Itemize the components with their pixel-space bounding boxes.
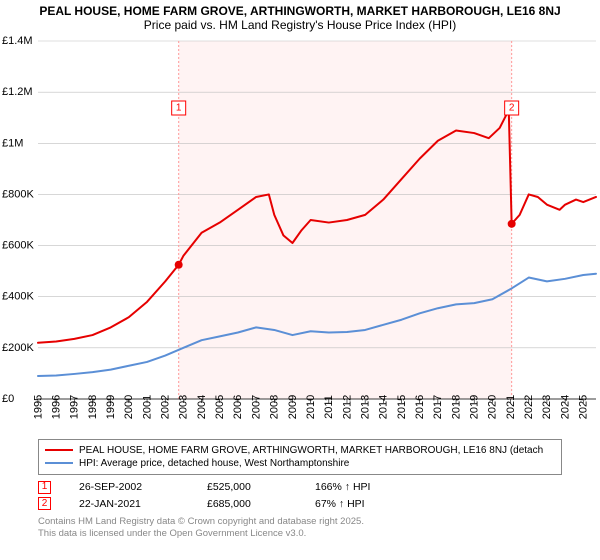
legend: PEAL HOUSE, HOME FARM GROVE, ARTHINGWORT… xyxy=(38,439,562,475)
svg-text:2018: 2018 xyxy=(450,395,462,419)
svg-text:1996: 1996 xyxy=(50,395,62,419)
svg-text:£1.2M: £1.2M xyxy=(2,86,33,98)
svg-text:1998: 1998 xyxy=(87,395,99,419)
legend-swatch-hpi xyxy=(45,462,73,464)
svg-text:2013: 2013 xyxy=(359,395,371,419)
svg-text:£1.4M: £1.4M xyxy=(2,35,33,47)
sale-price-2: £685,000 xyxy=(207,496,287,513)
svg-text:1: 1 xyxy=(176,102,182,113)
svg-text:2019: 2019 xyxy=(469,395,481,419)
svg-text:2022: 2022 xyxy=(523,395,535,419)
svg-text:£800K: £800K xyxy=(2,188,34,200)
svg-text:2007: 2007 xyxy=(250,395,262,419)
sale-row-1: 1 26-SEP-2002 £525,000 166% ↑ HPI xyxy=(38,479,562,496)
svg-text:2023: 2023 xyxy=(541,395,553,419)
svg-text:£1M: £1M xyxy=(2,137,23,149)
svg-text:2015: 2015 xyxy=(396,395,408,419)
title-address: PEAL HOUSE, HOME FARM GROVE, ARTHINGWORT… xyxy=(10,4,590,18)
sale-hpi-2: 67% ↑ HPI xyxy=(315,496,405,513)
legend-item-hpi: HPI: Average price, detached house, West… xyxy=(45,457,555,470)
svg-text:2: 2 xyxy=(509,102,515,113)
sale-row-2: 2 22-JAN-2021 £685,000 67% ↑ HPI xyxy=(38,496,562,513)
svg-text:£400K: £400K xyxy=(2,290,34,302)
svg-text:2016: 2016 xyxy=(414,395,426,419)
svg-text:2010: 2010 xyxy=(305,395,317,419)
attribution-line2: This data is licensed under the Open Gov… xyxy=(38,528,562,539)
title-block: PEAL HOUSE, HOME FARM GROVE, ARTHINGWORT… xyxy=(0,0,600,35)
svg-text:2002: 2002 xyxy=(160,395,172,419)
sale-price-1: £525,000 xyxy=(207,479,287,496)
sale-marker-2: 2 xyxy=(38,497,51,510)
sale-date-1: 26-SEP-2002 xyxy=(79,479,179,496)
svg-text:2014: 2014 xyxy=(378,395,390,419)
svg-text:2000: 2000 xyxy=(123,395,135,419)
svg-text:1999: 1999 xyxy=(105,395,117,419)
svg-text:2025: 2025 xyxy=(578,395,590,419)
chart-area: £0 £200K £400K £600K £800K £1M £1.2M £1.4M 1995 1… xyxy=(0,35,600,435)
svg-text:2020: 2020 xyxy=(487,395,499,419)
svg-text:1995: 1995 xyxy=(32,395,44,419)
svg-text:2008: 2008 xyxy=(269,395,281,419)
legend-label-property: PEAL HOUSE, HOME FARM GROVE, ARTHINGWORT… xyxy=(79,444,543,457)
sale-date-2: 22-JAN-2021 xyxy=(79,496,179,513)
svg-text:2021: 2021 xyxy=(505,395,517,419)
chart-container: PEAL HOUSE, HOME FARM GROVE, ARTHINGWORT… xyxy=(0,0,600,560)
sale-hpi-1: 166% ↑ HPI xyxy=(315,479,405,496)
svg-text:2004: 2004 xyxy=(196,395,208,419)
svg-text:2009: 2009 xyxy=(287,395,299,419)
svg-text:1997: 1997 xyxy=(69,395,81,419)
svg-text:2011: 2011 xyxy=(323,395,335,419)
svg-text:2006: 2006 xyxy=(232,395,244,419)
svg-text:£0: £0 xyxy=(2,393,14,405)
svg-text:£200K: £200K xyxy=(2,342,34,354)
svg-text:2024: 2024 xyxy=(559,395,571,419)
svg-text:2003: 2003 xyxy=(178,395,190,419)
attribution: Contains HM Land Registry data © Crown c… xyxy=(38,516,562,539)
sales-table: 1 26-SEP-2002 £525,000 166% ↑ HPI 2 22-J… xyxy=(38,479,562,513)
svg-text:2012: 2012 xyxy=(341,395,353,419)
svg-text:2005: 2005 xyxy=(214,395,226,419)
chart-svg: £0 £200K £400K £600K £800K £1M £1.2M £1.4M 1995 1… xyxy=(0,35,600,435)
legend-label-hpi: HPI: Average price, detached house, West… xyxy=(79,457,349,470)
svg-text:2017: 2017 xyxy=(432,395,444,419)
svg-text:2001: 2001 xyxy=(141,395,153,419)
legend-item-property: PEAL HOUSE, HOME FARM GROVE, ARTHINGWORT… xyxy=(45,444,555,457)
legend-swatch-property xyxy=(45,449,73,451)
sale-marker-1: 1 xyxy=(38,481,51,494)
svg-text:£600K: £600K xyxy=(2,239,34,251)
title-subtitle: Price paid vs. HM Land Registry's House … xyxy=(10,18,590,32)
attribution-line1: Contains HM Land Registry data © Crown c… xyxy=(38,516,562,527)
